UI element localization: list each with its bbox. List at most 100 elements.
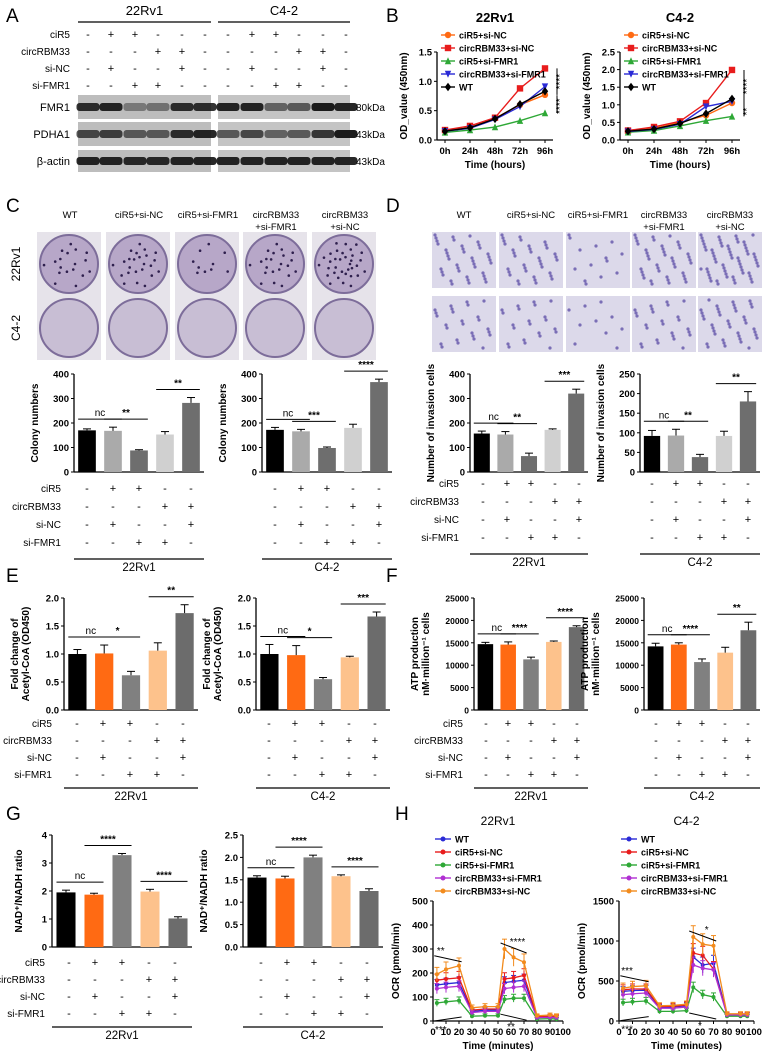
sig-label: *** <box>621 1025 633 1036</box>
colony-dot <box>85 251 89 255</box>
data-point <box>691 935 696 939</box>
invasion-cell <box>529 250 533 254</box>
sign-mark: - <box>189 483 193 495</box>
y-tick-label: 0.5 <box>46 678 60 689</box>
sign-mark: - <box>86 29 90 41</box>
colony-dot <box>360 251 364 255</box>
invasion-cell <box>567 233 571 237</box>
sign-mark: - <box>505 532 509 544</box>
data-point <box>502 986 507 991</box>
sign-mark: + <box>108 29 114 41</box>
colony-dot <box>336 276 340 280</box>
colony-dot <box>317 263 321 267</box>
y-axis-label: NAD⁺/NADH ratio <box>199 849 210 932</box>
colony-dot <box>350 266 354 270</box>
data-point <box>511 996 516 1001</box>
invasion-cell <box>699 308 703 312</box>
sign-mark: + <box>119 1008 125 1020</box>
invasion-cell <box>710 248 714 252</box>
group-label: 22Rv1 <box>512 557 545 569</box>
sign-row-label: si-FMR1 <box>421 533 459 544</box>
colony-dot <box>279 262 283 266</box>
y-tick-label: 1 <box>42 915 48 926</box>
panel-g-signs-22rv1: ciR5 - + + - - circRBM33 - - - + + si-NC - + - - + si-FMR1… <box>0 957 192 1042</box>
y-tick-label: 1.0 <box>238 650 251 661</box>
data-point <box>522 996 526 1001</box>
colony-dot <box>282 254 285 257</box>
sign-mark: - <box>553 514 557 526</box>
y-tick-label: 0.0 <box>225 943 238 954</box>
sign-mark: + <box>155 46 161 58</box>
colony-dot <box>351 254 354 257</box>
sign-mark: + <box>127 718 133 730</box>
sign-mark: - <box>484 752 488 764</box>
data-point <box>554 1013 559 1018</box>
invasion-cell <box>712 254 716 258</box>
colony-dot <box>197 266 200 269</box>
invasion-cell <box>676 240 680 244</box>
data-point <box>700 992 705 997</box>
invasion-cell <box>471 334 475 338</box>
sign-mark: - <box>111 537 115 549</box>
series-line <box>622 964 748 1016</box>
y-tick-label: 0 <box>630 468 635 479</box>
invasion-cell <box>548 271 552 275</box>
invasion-cell <box>732 278 736 282</box>
sign-mark: + <box>188 519 194 531</box>
invasion-cell <box>699 267 703 271</box>
invasion-cell <box>723 269 727 273</box>
invasion-cell <box>743 318 747 322</box>
sign-mark: + <box>350 501 356 513</box>
sign-mark: - <box>267 735 271 747</box>
data-point <box>711 943 716 948</box>
sign-mark: + <box>172 974 178 986</box>
sign-mark: + <box>108 63 114 75</box>
y-tick-label: 4 <box>42 831 48 842</box>
invasion-cell <box>539 262 543 266</box>
invasion-cell <box>718 313 722 317</box>
dish-image <box>245 298 305 358</box>
invasion-cell <box>721 263 725 267</box>
bar <box>717 652 734 710</box>
bar <box>370 382 388 472</box>
y-tick-label: 3 <box>42 859 47 870</box>
sign-mark: + <box>745 514 751 526</box>
y-tick-label: 2.0 <box>602 65 615 76</box>
colony-dot <box>140 268 144 271</box>
invasion-cell <box>700 236 704 240</box>
y-axis-label: NAD⁺/NADH ratio <box>14 849 25 932</box>
data-point <box>444 57 452 65</box>
invasion-cell <box>677 243 681 247</box>
data-point <box>457 998 461 1003</box>
sign-row-label: si-NC <box>438 753 463 764</box>
data-point <box>457 975 461 980</box>
sign-mark: - <box>339 991 343 1003</box>
colony-dot <box>264 271 267 275</box>
group-label: C4-2 <box>301 1030 326 1042</box>
sig-bracket <box>434 1016 462 1022</box>
data-point <box>511 955 516 960</box>
colony-dot <box>226 270 229 273</box>
column-header: +si-FMR1 <box>643 222 684 233</box>
invasion-cell <box>466 303 470 307</box>
group-label: C4-2 <box>690 791 715 803</box>
x-tick-label: 0h <box>439 146 450 157</box>
invasion-cell <box>594 319 598 323</box>
colony-dot <box>74 284 78 288</box>
sign-mark: - <box>484 735 488 747</box>
sign-mark: - <box>320 752 324 764</box>
column-header: circRBM33 <box>253 210 299 221</box>
data-point <box>702 99 710 107</box>
invasion-cell <box>434 236 438 240</box>
sign-mark: - <box>156 29 160 41</box>
blot-band <box>216 157 240 165</box>
panel-c-signs-22rv1: ciR5 - + + - - circRBM33 - - - + + si-NC - + - - + si-FMR1… <box>12 483 204 574</box>
invasion-cell <box>749 277 753 281</box>
sign-mark: + <box>162 501 168 513</box>
colony-dot <box>269 258 273 261</box>
invasion-cell <box>553 327 557 331</box>
sign-mark: - <box>181 769 185 781</box>
invasion-cell <box>476 240 480 244</box>
colony-dot <box>275 242 279 246</box>
sign-mark: - <box>698 514 702 526</box>
